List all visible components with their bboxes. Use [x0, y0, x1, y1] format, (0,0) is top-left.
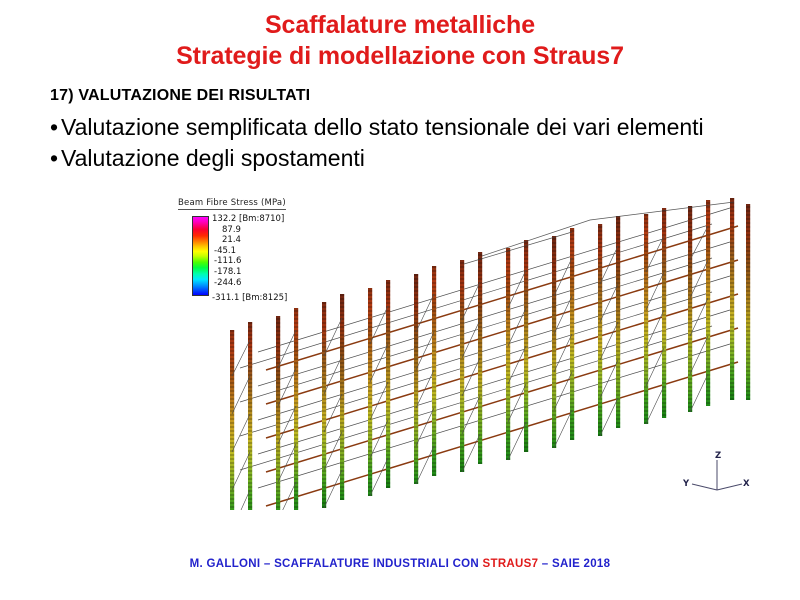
legend-value-list: 132.2 [Bm:8710] 87.9 21.4 -45.1 -111.6 -…: [212, 214, 287, 304]
legend-body: 132.2 [Bm:8710] 87.9 21.4 -45.1 -111.6 -…: [178, 214, 318, 303]
axis-label-x: X: [743, 479, 750, 489]
list-item-label: Valutazione degli spostamenti: [61, 145, 365, 171]
rack-frame: [552, 228, 575, 449]
legend-value: 87.9: [222, 224, 241, 235]
axis-label-y: Y: [682, 479, 690, 489]
legend-value: -45.1: [214, 245, 236, 256]
rack-frame: [414, 266, 437, 485]
rack-frame: [276, 308, 299, 510]
title-line-2: Strategie di modellazione con Straus7: [176, 42, 624, 70]
rack-frame: [230, 322, 253, 510]
rack-geometry: [230, 198, 751, 510]
axis-triad: Z Y X: [682, 448, 752, 496]
fea-result-image: Beam Fibre Stress (MPa) 132.2 [Bm:8710] …: [170, 190, 770, 510]
rack-frame: [730, 198, 751, 400]
bullet-list: • Valutazione semplificata dello stato te…: [50, 112, 770, 174]
legend-value-min: -311.1 [Bm:8125]: [212, 293, 288, 304]
axis-label-z: Z: [715, 451, 721, 461]
rack-frame: [644, 208, 667, 425]
legend-colorbar: [192, 216, 209, 296]
rack-frame: [506, 240, 529, 461]
rack-frame: [460, 252, 483, 473]
legend-value: -244.6: [214, 277, 242, 288]
rack-frame: [688, 200, 711, 413]
rack-frame: [368, 280, 391, 497]
title-line-1: Scaffalature metalliche: [264, 11, 536, 39]
legend-value: 21.4: [222, 235, 241, 246]
legend-title: Beam Fibre Stress (MPa): [178, 198, 286, 210]
page-title: Scaffalature metalliche Strategie di mod…: [0, 10, 800, 72]
rack-structure-render: [230, 198, 751, 510]
bullet-marker-icon: •: [50, 114, 59, 140]
legend-value: -178.1: [214, 266, 242, 277]
footer-text-after: – SAIE 2018: [538, 558, 611, 570]
footer-text-before: M. GALLONI – SCAFFALATURE INDUSTRIALI CO…: [189, 558, 483, 570]
list-item: • Valutazione semplificata dello stato te…: [50, 112, 770, 143]
list-item-label: Valutazione semplificata dello stato ten…: [61, 114, 704, 140]
rack-frame: [322, 294, 345, 509]
list-item: • Valutazione degli spostamenti: [50, 143, 770, 174]
legend: Beam Fibre Stress (MPa) 132.2 [Bm:8710] …: [178, 192, 318, 303]
legend-value: -111.6: [214, 256, 242, 267]
footer: M. GALLONI – SCAFFALATURE INDUSTRIALI CO…: [0, 558, 800, 570]
bullet-marker-icon: •: [50, 145, 59, 171]
section-heading: 17) VALUTAZIONE DEI RISULTATI: [50, 87, 311, 104]
footer-text-highlight: STRAUS7: [482, 558, 539, 570]
rack-frame: [598, 216, 621, 437]
axis-triad-icon: Z Y X: [682, 451, 750, 491]
legend-value-max: 132.2 [Bm:8710]: [212, 214, 285, 224]
